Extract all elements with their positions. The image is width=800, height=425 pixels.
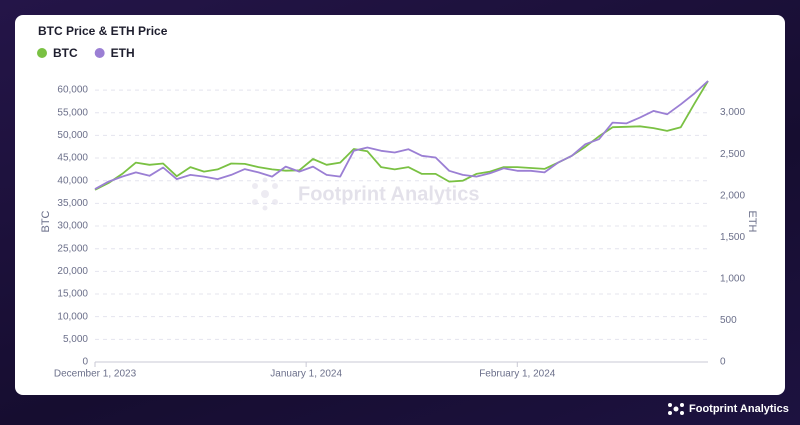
y-tick-label: 25,000 [57, 243, 88, 254]
brand-logo [668, 403, 684, 415]
brand: Footprint Analytics [689, 403, 789, 415]
watermark-logo [252, 177, 278, 211]
y2-tick-label: 3,000 [720, 107, 745, 118]
y2-tick-label: 2,500 [720, 149, 745, 160]
x-tick-label: February 1, 2024 [479, 369, 556, 380]
y-tick-label: 10,000 [57, 311, 88, 322]
legend-swatch [37, 48, 47, 58]
y-tick-label: 30,000 [57, 221, 88, 232]
y-tick-label: 45,000 [57, 153, 88, 164]
y2-tick-label: 500 [720, 315, 737, 326]
y-tick-label: 50,000 [57, 130, 88, 141]
card [15, 15, 785, 395]
y-tick-label: 15,000 [57, 289, 88, 300]
y2-tick-label: 2,000 [720, 190, 745, 201]
y-tick-label: 20,000 [57, 266, 88, 277]
y-tick-label: 55,000 [57, 107, 88, 118]
y-axis-label: BTC [40, 210, 52, 232]
y2-tick-label: 1,500 [720, 232, 745, 243]
x-tick-label: January 1, 2024 [270, 369, 342, 380]
watermark: Footprint Analytics [298, 183, 479, 205]
y-tick-label: 0 [82, 357, 88, 368]
y2-axis-label: ETH [746, 211, 758, 233]
legend-swatch [94, 48, 105, 58]
y-tick-label: 35,000 [57, 198, 88, 209]
y2-tick-label: 1,000 [720, 274, 745, 285]
legend-label: ETH [111, 46, 135, 60]
x-tick-label: December 1, 2023 [54, 369, 137, 380]
series-line [94, 80, 709, 190]
y2-tick-label: 0 [720, 357, 726, 368]
y-tick-label: 40,000 [57, 175, 88, 186]
y-tick-label: 5,000 [63, 334, 88, 345]
chart-title: BTC Price & ETH Price [38, 24, 168, 38]
legend-label: BTC [53, 46, 78, 60]
y-tick-label: 60,000 [57, 85, 88, 96]
